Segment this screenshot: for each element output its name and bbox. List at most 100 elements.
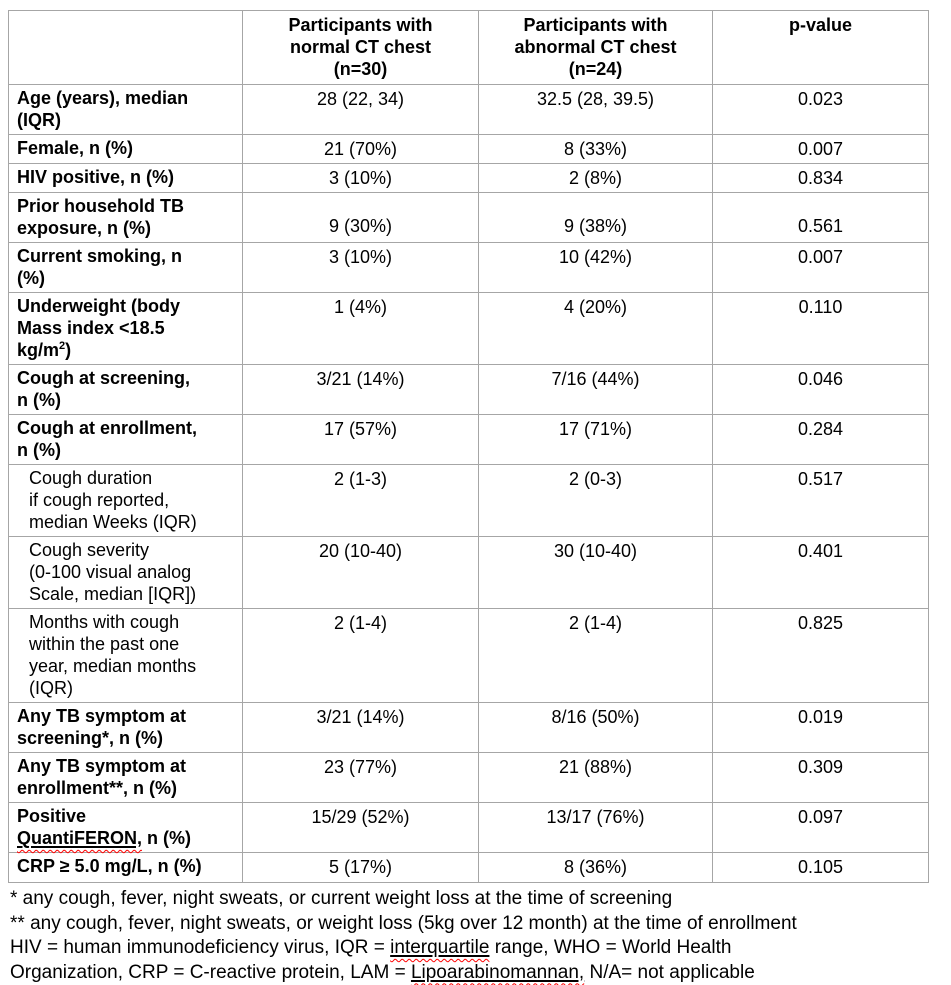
- row-label-line: year, median months: [29, 655, 238, 677]
- row-label-line: Cough at screening,: [17, 367, 238, 389]
- text-segment: CRP ≥ 5.0 mg/L, n (%): [17, 856, 202, 876]
- text-segment: ** any cough, fever, night sweats, or we…: [10, 913, 797, 934]
- row-label: HIV positive, n (%): [9, 164, 243, 193]
- text-segment: screening*, n (%): [17, 728, 163, 748]
- text-segment: within the past one: [29, 634, 179, 654]
- row-label-line: if cough reported,: [29, 489, 238, 511]
- row-label-line: Mass index <18.5: [17, 317, 238, 339]
- participant-characteristics-table: Participants with normal CT chest (n=30)…: [8, 10, 929, 883]
- row-label-line: Positive: [17, 805, 238, 827]
- abnormal-ct-value: 4 (20%): [479, 293, 713, 365]
- normal-ct-value: 3/21 (14%): [243, 365, 479, 415]
- abnormal-ct-value: 8 (36%): [479, 853, 713, 883]
- spellcheck-squiggle: QuantiFERON,: [17, 828, 142, 848]
- abnormal-ct-value: 32.5 (28, 39.5): [479, 85, 713, 135]
- text-segment: (IQR): [29, 678, 73, 698]
- abnormal-ct-value: 2 (1-4): [479, 609, 713, 703]
- row-label-line: Prior household TB: [17, 195, 238, 217]
- p-value: 0.046: [713, 365, 929, 415]
- text-segment: year, median months: [29, 656, 196, 676]
- text-segment: (0-100 visual analog: [29, 562, 191, 582]
- row-label-line: (IQR): [29, 677, 238, 699]
- normal-ct-value: 17 (57%): [243, 415, 479, 465]
- text-segment: HIV positive, n (%): [17, 167, 174, 187]
- row-label: Cough at screening,n (%): [9, 365, 243, 415]
- table-body: Age (years), median(IQR)28 (22, 34)32.5 …: [9, 85, 929, 883]
- row-label: Female, n (%): [9, 135, 243, 164]
- text-segment: Any TB symptom at: [17, 756, 186, 776]
- normal-ct-value: 3 (10%): [243, 164, 479, 193]
- text-segment: if cough reported,: [29, 490, 169, 510]
- p-value: 0.007: [713, 243, 929, 293]
- row-label: Current smoking, n(%): [9, 243, 243, 293]
- row-label: Cough at enrollment,n (%): [9, 415, 243, 465]
- abnormal-ct-value: 8 (33%): [479, 135, 713, 164]
- normal-ct-value: 3 (10%): [243, 243, 479, 293]
- row-label-line: (IQR): [17, 109, 238, 131]
- text-segment: Current smoking, n: [17, 246, 182, 266]
- text-segment: Organization, CRP = C-reactive protein, …: [10, 962, 411, 983]
- row-label-line: Current smoking, n: [17, 245, 238, 267]
- p-value: 0.561: [713, 193, 929, 243]
- text-segment: N/A= not applicable: [584, 962, 755, 983]
- p-value: 0.110: [713, 293, 929, 365]
- row-label-line: Age (years), median: [17, 87, 238, 109]
- spellcheck-flagged-word: Lipoarabinomannan,: [411, 962, 584, 983]
- abnormal-ct-value: 21 (88%): [479, 753, 713, 803]
- text-segment: n (%): [17, 390, 61, 410]
- abnormal-ct-value: 30 (10-40): [479, 537, 713, 609]
- row-label-line: Cough duration: [29, 467, 238, 489]
- p-value: 0.834: [713, 164, 929, 193]
- text-segment: Underweight (body: [17, 296, 180, 316]
- table-row-crp: CRP ≥ 5.0 mg/L, n (%) 5 (17%)8 (36%)0.105: [9, 853, 929, 883]
- column-header-pvalue: p-value: [713, 11, 929, 85]
- text-segment: median Weeks (IQR): [29, 512, 197, 532]
- p-value: 0.309: [713, 753, 929, 803]
- row-label-line: Months with cough: [29, 611, 238, 633]
- row-label-line: n (%): [17, 439, 238, 461]
- text-segment: (%): [17, 268, 45, 288]
- row-label-line: Scale, median [IQR]): [29, 583, 238, 605]
- column-header-blank: [9, 11, 243, 85]
- p-value: 0.007: [713, 135, 929, 164]
- row-label-line: enrollment**, n (%): [17, 777, 238, 799]
- row-label: Age (years), median(IQR): [9, 85, 243, 135]
- p-value: 0.105: [713, 853, 929, 883]
- row-label-line: QuantiFERON, n (%): [17, 827, 238, 849]
- text-segment: Scale, median [IQR]): [29, 584, 196, 604]
- text-segment: Cough severity: [29, 540, 149, 560]
- table-row-cough-at-screening: Cough at screening,n (%)3/21 (14%)7/16 (…: [9, 365, 929, 415]
- row-label-line: (%): [17, 267, 238, 289]
- table-row-hiv-positive: HIV positive, n (%)3 (10%)2 (8%)0.834: [9, 164, 929, 193]
- p-value: 0.284: [713, 415, 929, 465]
- normal-ct-value: 23 (77%): [243, 753, 479, 803]
- row-label-line: (0-100 visual analog: [29, 561, 238, 583]
- normal-ct-value: 9 (30%): [243, 193, 479, 243]
- p-value: 0.401: [713, 537, 929, 609]
- table-row-female: Female, n (%)21 (70%)8 (33%)0.007: [9, 135, 929, 164]
- text-segment: * any cough, fever, night sweats, or cur…: [10, 888, 672, 909]
- footnote-line: ** any cough, fever, night sweats, or we…: [10, 912, 951, 937]
- normal-ct-value: 5 (17%): [243, 853, 479, 883]
- row-label-line: within the past one: [29, 633, 238, 655]
- row-label-line: Any TB symptom at: [17, 755, 238, 777]
- spellcheck-flagged-word: QuantiFERON,: [17, 828, 142, 848]
- normal-ct-value: 28 (22, 34): [243, 85, 479, 135]
- text-segment: kg/m: [17, 340, 59, 360]
- normal-ct-value: 15/29 (52%): [243, 803, 479, 853]
- column-header-abnormal-ct: Participants with abnormal CT chest (n=2…: [479, 11, 713, 85]
- row-label-line: median Weeks (IQR): [29, 511, 238, 533]
- header-row: Participants with normal CT chest (n=30)…: [9, 11, 929, 85]
- normal-ct-value: 2 (1-3): [243, 465, 479, 537]
